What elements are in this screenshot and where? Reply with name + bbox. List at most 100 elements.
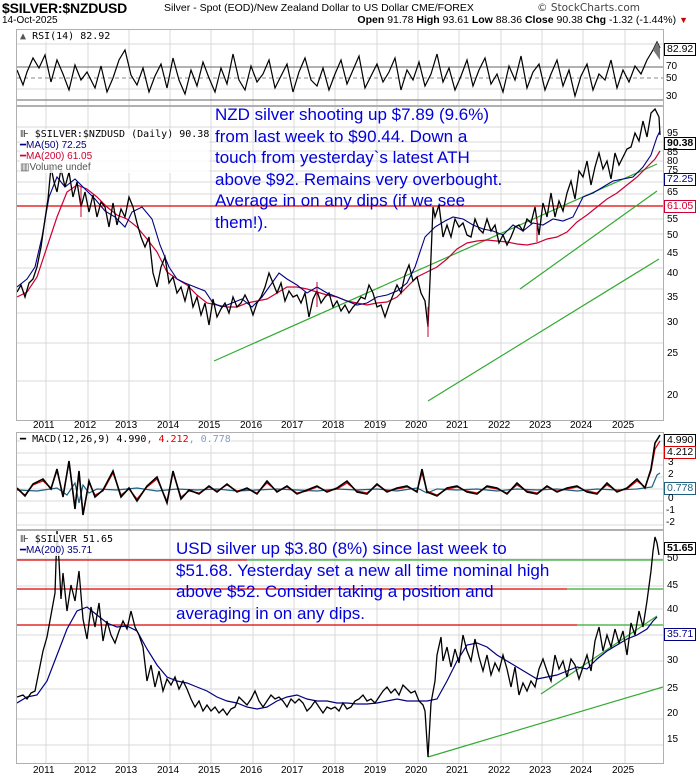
x-label-2021-lower: 2021 xyxy=(446,765,469,776)
usd-price-panel: ⊪ $SILVER 51.65 ━MA(200) 35.71 USD silve… xyxy=(16,530,664,764)
usd-annotation: USD silver up $3.80 (8%) since last week… xyxy=(176,539,550,623)
nzd-price-plot xyxy=(17,107,663,420)
x-label-2016: 2016 xyxy=(240,420,263,431)
x-label-2013-lower: 2013 xyxy=(115,765,138,776)
ohlc-summary: Open 91.78 High 93.61 Low 88.36 Close 90… xyxy=(357,14,688,26)
macd-legend-hist: , 0.778 xyxy=(188,434,231,445)
macd-line-icon: ━ xyxy=(20,434,27,445)
usd-tick-45: 45 xyxy=(667,580,679,591)
macd-tick-2: 2 xyxy=(668,469,674,480)
ma200-legend: MA(200) 61.05 xyxy=(26,151,93,162)
rsi-value-tag: 82.92 xyxy=(664,43,697,56)
x-label-2019-lower: 2019 xyxy=(364,765,387,776)
nzd-annotation: NZD silver shooting up $7.89 (9.6%) from… xyxy=(215,106,503,232)
usd-tick-50: 50 xyxy=(667,553,679,564)
source-credit: © StockCharts.com xyxy=(537,2,640,14)
x-label-2015: 2015 xyxy=(198,420,221,431)
usd-tick-30: 30 xyxy=(667,655,679,666)
x-label-2023-lower: 2023 xyxy=(529,765,552,776)
macd-legend-signal: , 4.212 xyxy=(146,434,189,445)
nzd-tick-65: 65 xyxy=(667,187,679,198)
nzd-tick-50: 50 xyxy=(667,230,679,241)
chg-value: -1.32 (-1.44%) xyxy=(609,14,677,26)
x-label-2020: 2020 xyxy=(405,420,428,431)
macd-hist-tag: 0.778 xyxy=(664,482,697,495)
x-label-2019: 2019 xyxy=(364,420,387,431)
usd-ma200-line-icon: ━ xyxy=(20,545,27,556)
chart-date: 14-Oct-2025 xyxy=(2,15,58,26)
usd-tick-40: 40 xyxy=(667,604,679,615)
usd-tick-15: 15 xyxy=(667,734,679,745)
macd-signal-tag: 4.212 xyxy=(664,446,697,459)
chg-label: Chg xyxy=(585,14,607,26)
nzd-tick-80: 80 xyxy=(667,156,679,167)
macd-tick-3: 3 xyxy=(668,457,674,468)
volume-legend: Volume undef xyxy=(29,162,91,173)
nzd-tick-85: 85 xyxy=(667,147,679,158)
usd-price-plot xyxy=(17,531,663,763)
macd-legend-value: MACD(12,26,9) 4.990 xyxy=(32,434,147,445)
down-triangle-icon: ▼ xyxy=(679,15,688,25)
rsi-legend: ▲ RSI(14) 82.92 xyxy=(20,31,111,42)
ohlc-bars-icon-usd: ⊪ xyxy=(20,534,29,545)
ma50-legend: MA(50) 72.25 xyxy=(26,140,87,151)
x-label-2022: 2022 xyxy=(488,420,511,431)
x-label-2025: 2025 xyxy=(612,420,635,431)
x-label-2022-lower: 2022 xyxy=(488,765,511,776)
nzd-legend-title: $SILVER:$NZDUSD (Daily) 90.38 xyxy=(34,129,210,140)
high-value: 93.61 xyxy=(442,14,469,26)
usd-tick-20: 20 xyxy=(667,708,679,719)
x-label-2015-lower: 2015 xyxy=(198,765,221,776)
x-label-2014: 2014 xyxy=(157,420,180,431)
close-label: Close xyxy=(524,14,554,26)
ma50-line-icon: ━ xyxy=(20,140,27,151)
open-value: 91.78 xyxy=(387,14,414,26)
nzd-tick-35: 35 xyxy=(667,292,679,303)
x-label-2017-lower: 2017 xyxy=(281,765,304,776)
usd-ma200-legend: MA(200) 35.71 xyxy=(26,545,93,556)
volume-bars-icon: ▥ xyxy=(20,162,30,173)
macd-panel: ━ MACD(12,26,9) 4.990, 4.212, 0.778 xyxy=(16,432,664,530)
usd-legend: ⊪ $SILVER 51.65 ━MA(200) 35.71 xyxy=(20,534,114,556)
rsi-mountain-icon: ▲ xyxy=(20,31,27,42)
x-label-2024: 2024 xyxy=(570,420,593,431)
chart-description: Silver - Spot (EOD)/New Zealand Dollar t… xyxy=(164,2,474,14)
ohlc-bars-icon: ⊪ xyxy=(20,129,29,140)
nzd-legend: ⊪ $SILVER:$NZDUSD (Daily) 90.38 ━MA(50) … xyxy=(20,129,210,173)
x-label-2011: 2011 xyxy=(33,420,55,431)
rsi-legend-label: RSI(14) 82.92 xyxy=(32,31,111,42)
low-value: 88.36 xyxy=(495,14,523,26)
close-value: 90.38 xyxy=(556,14,583,26)
x-label-2011-lower: 2011 xyxy=(33,765,55,776)
x-label-2018: 2018 xyxy=(322,420,345,431)
rsi-panel: ▲ RSI(14) 82.92 xyxy=(16,29,664,106)
open-label: Open xyxy=(357,14,385,26)
x-label-2023: 2023 xyxy=(529,420,552,431)
ma200-line-icon: ━ xyxy=(20,151,27,162)
x-label-2021: 2021 xyxy=(446,420,469,431)
nzd-tick-40: 40 xyxy=(667,268,679,279)
x-label-2020-lower: 2020 xyxy=(405,765,428,776)
nzd-tick-55: 55 xyxy=(667,214,679,225)
usd-price-tag: 51.65 xyxy=(664,542,697,555)
macd-tick-neg1: -1 xyxy=(666,505,675,516)
high-label: High xyxy=(416,14,440,26)
nzd-price-panel: ⊪ $SILVER:$NZDUSD (Daily) 90.38 ━MA(50) … xyxy=(16,106,664,421)
usd-ma200-tag: 35.71 xyxy=(664,628,697,641)
chart-symbol: $SILVER:$NZDUSD xyxy=(2,0,128,16)
x-label-2016-lower: 2016 xyxy=(240,765,263,776)
macd-legend: ━ MACD(12,26,9) 4.990, 4.212, 0.778 xyxy=(20,434,231,445)
rsi-tick-70: 70 xyxy=(666,61,678,72)
low-label: Low xyxy=(471,14,493,26)
macd-tick-neg2: -2 xyxy=(666,517,675,528)
rsi-plot xyxy=(17,30,663,105)
x-label-2012-lower: 2012 xyxy=(74,765,97,776)
nzd-ma50-tag: 72.25 xyxy=(664,173,697,186)
x-label-2017: 2017 xyxy=(281,420,304,431)
nzd-ma200-tag: 61.05 xyxy=(664,200,697,213)
macd-tick-0: 0 xyxy=(668,493,674,504)
usd-legend-title: $SILVER 51.65 xyxy=(34,534,114,545)
x-label-2025-lower: 2025 xyxy=(612,765,635,776)
nzd-tick-30: 30 xyxy=(667,317,679,328)
nzd-tick-20: 20 xyxy=(667,390,679,401)
